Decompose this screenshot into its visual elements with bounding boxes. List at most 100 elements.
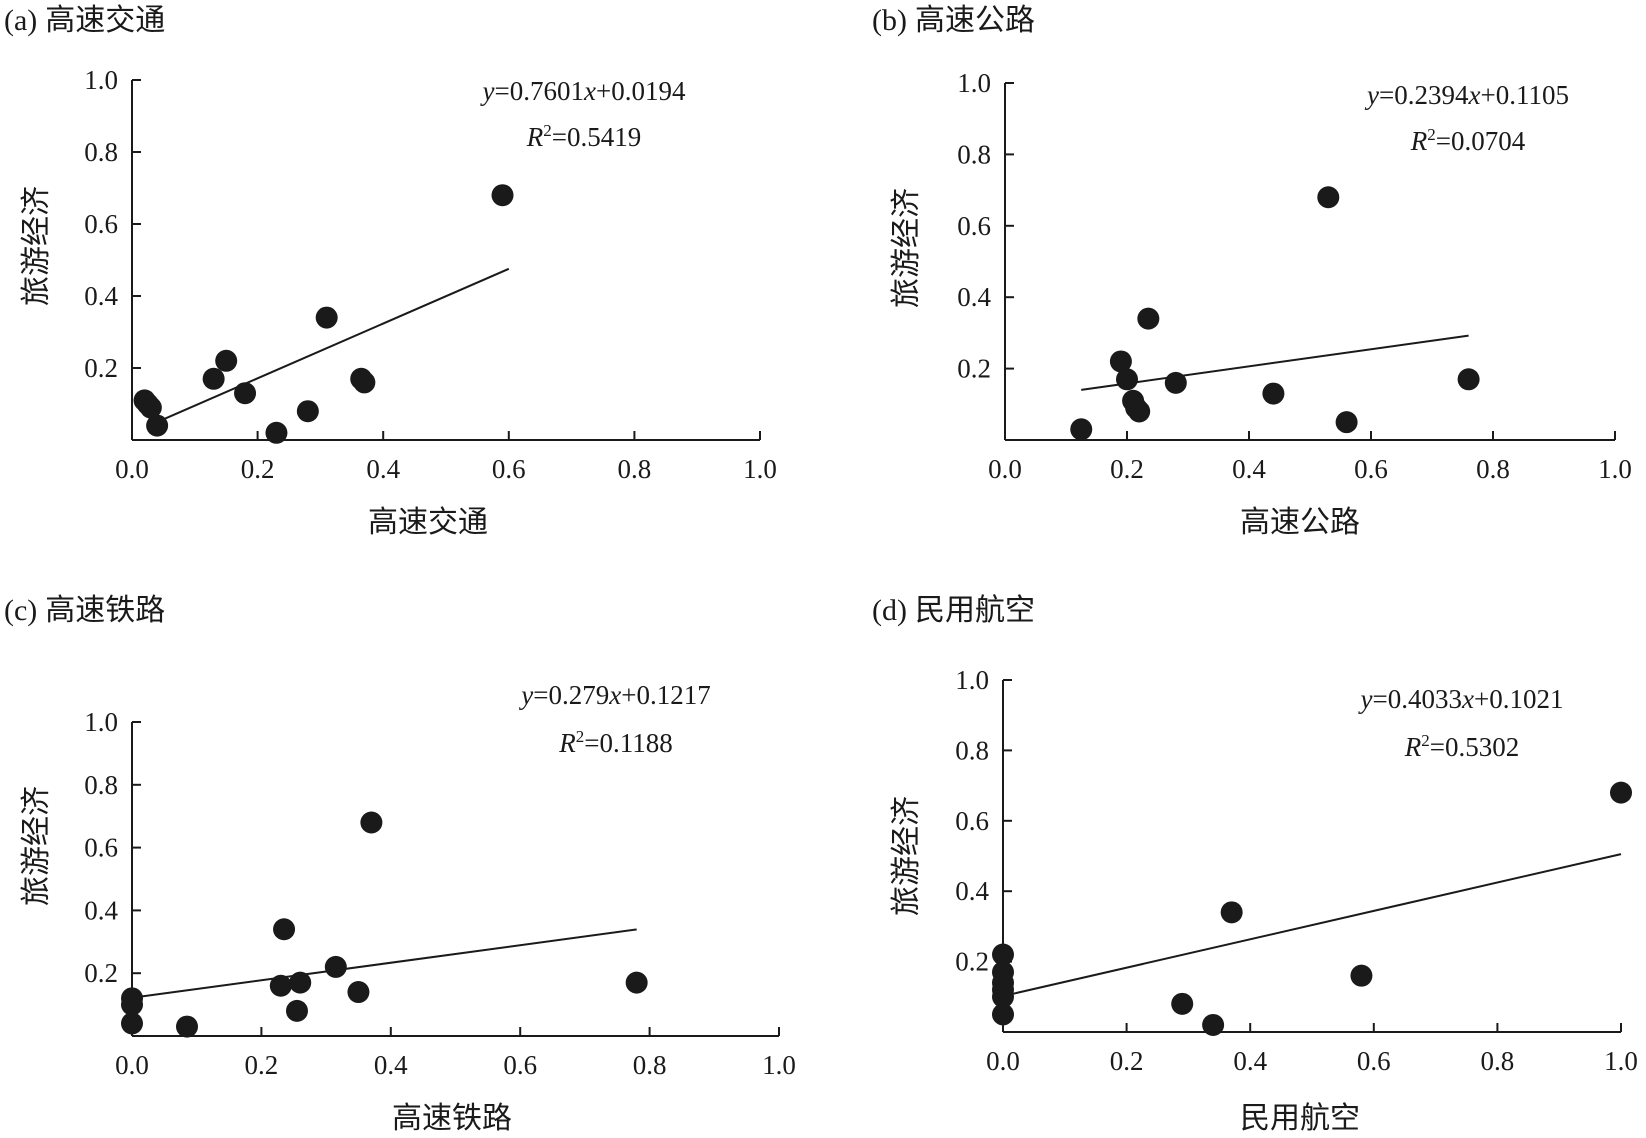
scatter-point [273,918,296,941]
panel-title: (b) 高速公路 [872,4,1035,37]
scatter-point [1317,186,1340,209]
regression-line [131,928,637,999]
r-squared: R2=0.5419 [526,121,641,152]
panel-a: (a) 高速交通 y=0.7601x+0.0194 R2=0.5419 高速交通 … [4,4,777,539]
scatter-point [234,382,257,405]
scatter-point [1109,350,1132,373]
scatter-point [1350,964,1373,987]
x-tick-label: 0.4 [366,454,400,484]
scatter-point [324,955,347,978]
scatter-point [1164,371,1187,394]
y-tick-label: 0.2 [84,353,118,383]
x-tick-label: 0.0 [988,454,1022,484]
scatter-point [992,943,1014,966]
panel-c: (c) 高速铁路 y=0.279x+0.1217 R2=0.1188 高速铁路 旅… [4,594,796,1135]
regression-equation: y=0.7601x+0.0194 [480,76,686,106]
x-tick-label: 0.4 [374,1050,408,1080]
y-tick-label: 0.8 [84,137,118,167]
scatter-point [146,414,169,437]
r-squared: R2=0.5302 [1404,731,1519,762]
panel-title: (a) 高速交通 [4,4,165,37]
scatter-point [1335,411,1358,434]
scatter-point [1128,400,1151,423]
x-tick-label: 0.6 [492,454,526,484]
scatter-point [121,993,143,1016]
y-tick-label: 0.8 [955,735,989,765]
y-axis-label: 旅游经济 [20,786,53,906]
scatter-point [1202,1013,1225,1036]
panel-b: (b) 高速公路 y=0.2394x+0.1105 R2=0.0704 高速公路 … [872,4,1632,539]
y-tick-label: 0.4 [957,282,991,312]
x-tick-label: 0.6 [1354,454,1388,484]
r-squared: R2=0.0704 [1410,125,1526,156]
x-tick-label: 0.6 [1357,1046,1391,1076]
x-tick-label: 0.2 [241,454,275,484]
scatter-point [289,971,312,994]
scatter-point [1171,992,1194,1015]
panel-title: (c) 高速铁路 [4,594,165,627]
scatter-point [139,396,162,419]
scatter-point [175,1015,198,1038]
regression-line [1002,853,1622,998]
y-tick-label: 0.2 [84,958,118,988]
scatter-point [315,306,338,329]
x-tick-label: 1.0 [1598,454,1632,484]
x-axis-label: 高速公路 [1240,506,1360,539]
scatter-point [121,1012,143,1035]
x-tick-label: 0.2 [245,1050,279,1080]
y-tick-label: 0.6 [84,209,118,239]
y-tick-label: 0.6 [84,833,118,863]
regression-equation: y=0.4033x+0.1021 [1358,684,1564,714]
scatter-point [491,184,514,207]
y-tick-label: 0.2 [955,947,989,977]
scatter-point [360,811,383,834]
y-tick-label: 0.6 [957,211,991,241]
scatter-point [285,999,308,1022]
scatter-point [347,981,370,1004]
y-axis-label: 旅游经济 [890,188,923,308]
panel-title: (d) 民用航空 [872,594,1035,627]
x-axis-label: 高速铁路 [392,1102,512,1135]
scatter-point [992,985,1014,1008]
y-tick-label: 0.4 [955,876,989,906]
y-tick-label: 0.8 [957,139,991,169]
r-squared: R2=0.1188 [558,727,672,758]
scatter-point [215,349,238,372]
x-tick-label: 0.4 [1233,1046,1267,1076]
y-tick-label: 1.0 [84,65,118,95]
y-axis-label: 旅游经济 [890,796,923,916]
regression-equation: y=0.2394x+0.1105 [1364,80,1569,110]
y-tick-label: 0.4 [84,281,118,311]
scatter-point [202,367,225,390]
x-tick-label: 0.8 [633,1050,667,1080]
scatter-point [269,974,292,997]
y-tick-label: 0.6 [955,806,989,836]
y-tick-label: 0.8 [84,770,118,800]
scatter-point [1220,901,1243,924]
x-tick-label: 0.8 [618,454,652,484]
regression-line [1081,334,1469,391]
x-tick-label: 0.6 [503,1050,537,1080]
panel-d: (d) 民用航空 y=0.4033x+0.1021 R2=0.5302 民用航空 … [872,594,1638,1135]
scatter-point [1457,368,1480,391]
y-tick-label: 1.0 [84,707,118,737]
x-tick-label: 0.8 [1476,454,1510,484]
y-tick-label: 0.4 [84,895,118,925]
scatter-point [353,371,376,394]
x-axis-label: 民用航空 [1240,1102,1360,1135]
x-tick-label: 0.0 [986,1046,1020,1076]
scatter-point [1262,382,1285,405]
scatter-point [625,971,648,994]
x-tick-label: 1.0 [743,454,777,484]
x-tick-label: 1.0 [1604,1046,1638,1076]
scatter-point [265,421,288,444]
scatter-point [992,1003,1014,1026]
x-tick-label: 0.4 [1232,454,1266,484]
x-tick-label: 0.8 [1481,1046,1515,1076]
scatter-point [1610,781,1632,804]
y-tick-label: 0.2 [957,354,991,384]
x-tick-label: 0.2 [1110,1046,1144,1076]
y-tick-label: 1.0 [955,665,989,695]
scatter-point [1137,307,1160,330]
